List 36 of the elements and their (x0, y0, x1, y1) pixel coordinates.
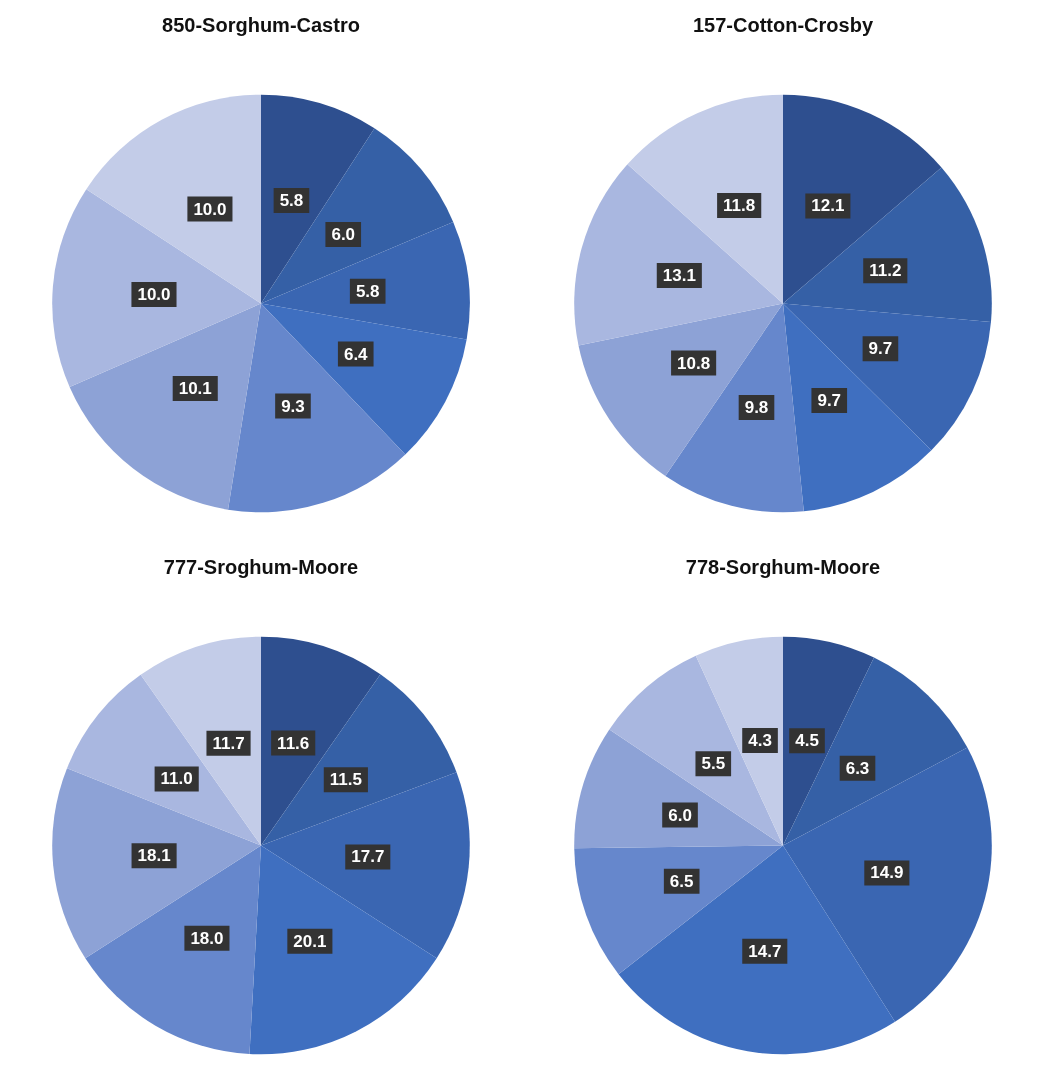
data-label: 11.2 (869, 261, 902, 281)
data-label: 9.8 (744, 398, 769, 418)
data-label: 11.6 (277, 733, 310, 753)
data-label: 18.1 (137, 846, 171, 866)
data-label: 4.5 (795, 731, 819, 751)
data-label: 9.7 (817, 390, 842, 410)
chart-title: 850-Sorghum-Castro (162, 14, 360, 36)
data-label: 11.0 (160, 769, 193, 789)
data-label: 6.5 (669, 871, 694, 891)
data-label: 6.0 (668, 805, 692, 825)
chart-title: 777-Sroghum-Moore (163, 556, 359, 578)
data-label: 6.4 (343, 344, 369, 364)
data-label: 14.7 (748, 941, 782, 961)
data-label: 5.5 (701, 754, 726, 774)
data-label: 11.8 (723, 195, 756, 215)
data-label: 9.7 (868, 339, 893, 359)
data-label: 10.0 (137, 284, 171, 304)
chart-title: 778-Sorghum-Moore (685, 556, 881, 578)
data-label: 11.7 (212, 733, 245, 753)
data-label: 17.7 (351, 847, 385, 867)
data-label: 13.1 (662, 266, 696, 286)
data-label: 18.0 (190, 928, 224, 948)
data-label: 11.5 (329, 770, 362, 790)
data-label: 5.8 (279, 191, 304, 211)
data-label: 4.3 (748, 731, 772, 751)
data-label: 5.8 (355, 281, 380, 301)
data-label: 10.1 (178, 378, 212, 398)
chart-title: 157-Cotton-Crosby (692, 14, 874, 36)
data-label: 20.1 (293, 931, 327, 951)
data-label: 6.0 (331, 224, 356, 244)
data-label: 14.9 (870, 863, 904, 883)
data-label: 10.0 (193, 199, 227, 219)
data-label: 10.8 (677, 353, 711, 373)
data-label: 9.3 (281, 396, 305, 416)
data-label: 12.1 (811, 196, 845, 216)
data-label: 6.3 (845, 758, 870, 778)
